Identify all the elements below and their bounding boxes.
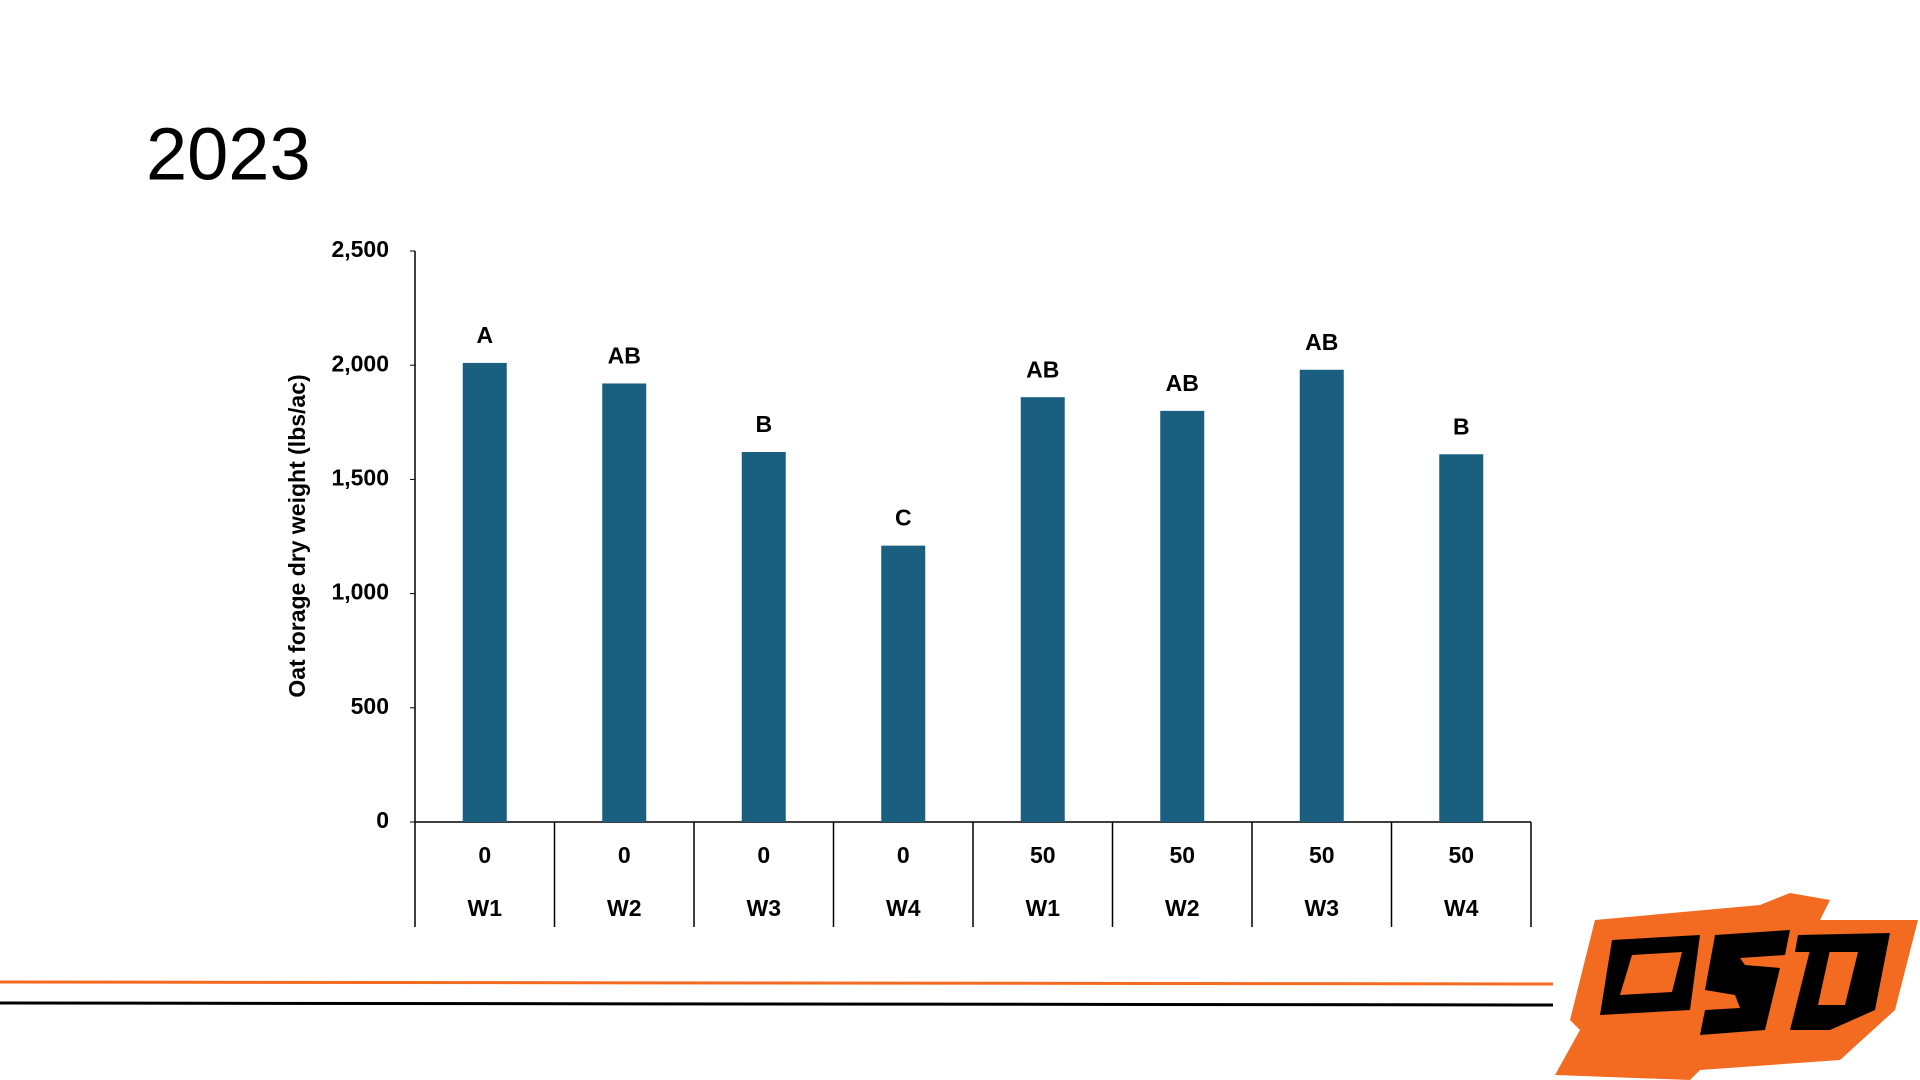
y-tick-label: 2,000 bbox=[331, 350, 389, 376]
logo bbox=[1555, 893, 1918, 1080]
x-tick-label: W1 bbox=[468, 895, 503, 921]
y-axis-title: Oat forage dry weight (lbs/ac) bbox=[284, 374, 310, 697]
bar bbox=[1160, 410, 1205, 822]
bar bbox=[462, 362, 507, 822]
slide-title: 2023 bbox=[146, 113, 311, 196]
x-group-label: 50 bbox=[1030, 842, 1056, 868]
x-tick-label: W4 bbox=[1444, 895, 1479, 921]
x-tick-label: W3 bbox=[1305, 895, 1340, 921]
significance-letter: B bbox=[1453, 413, 1470, 439]
y-tick-label: 2,500 bbox=[331, 236, 389, 262]
y-tick-label: 500 bbox=[351, 693, 389, 719]
bar bbox=[602, 383, 647, 822]
significance-letter: AB bbox=[1305, 329, 1338, 355]
significance-letter: AB bbox=[1166, 370, 1199, 396]
x-tick-label: W1 bbox=[1026, 895, 1061, 921]
x-group-label: 50 bbox=[1309, 842, 1335, 868]
black-rule bbox=[0, 1001, 1554, 1007]
x-group-label: 0 bbox=[757, 842, 770, 868]
orange-rule bbox=[0, 980, 1554, 986]
x-tick-label: W2 bbox=[1165, 895, 1200, 921]
y-tick-label: 0 bbox=[376, 807, 389, 833]
bar bbox=[1299, 369, 1344, 822]
x-group-label: 50 bbox=[1169, 842, 1195, 868]
x-group-label: 0 bbox=[478, 842, 491, 868]
y-tick-label: 1,000 bbox=[331, 579, 389, 605]
significance-letter: AB bbox=[608, 343, 641, 369]
significance-letter: B bbox=[755, 411, 772, 437]
significance-letter: C bbox=[895, 505, 912, 531]
y-tick-label: 1,500 bbox=[331, 464, 389, 490]
x-tick-label: W4 bbox=[886, 895, 921, 921]
bar bbox=[1439, 454, 1484, 822]
x-tick-label: W3 bbox=[747, 895, 782, 921]
x-tick-label: W2 bbox=[607, 895, 642, 921]
bar bbox=[881, 545, 926, 822]
x-group-label: 0 bbox=[618, 842, 631, 868]
x-group-label: 0 bbox=[897, 842, 910, 868]
bar bbox=[741, 451, 786, 822]
bar bbox=[1020, 397, 1065, 822]
significance-letter: A bbox=[476, 322, 493, 348]
x-group-label: 50 bbox=[1448, 842, 1474, 868]
significance-letter: AB bbox=[1026, 356, 1059, 382]
